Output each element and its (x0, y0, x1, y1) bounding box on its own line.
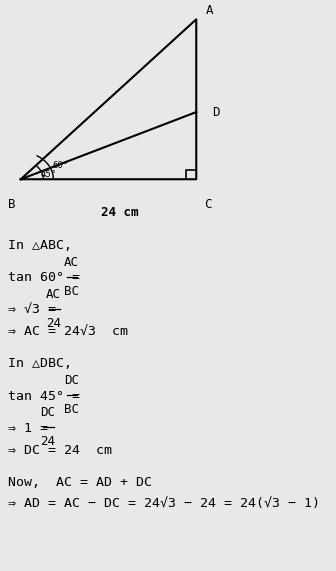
Text: ⇒ √3 =: ⇒ √3 = (8, 304, 64, 316)
Text: D: D (212, 106, 219, 119)
Text: In △DBC,: In △DBC, (8, 357, 72, 371)
Text: DC: DC (40, 406, 55, 419)
Text: 45°: 45° (41, 170, 57, 179)
Text: tan 60° =: tan 60° = (8, 271, 88, 284)
Text: In △ABC,: In △ABC, (8, 239, 72, 252)
Text: 24: 24 (46, 317, 61, 330)
Text: ⇒ 1 =: ⇒ 1 = (8, 421, 56, 435)
Text: 60°: 60° (52, 162, 68, 170)
Text: BC: BC (64, 403, 79, 416)
Text: ⇒ AC = 24√3  cm: ⇒ AC = 24√3 cm (8, 325, 128, 339)
Text: B: B (8, 198, 15, 211)
Text: C: C (204, 198, 211, 211)
Text: 24: 24 (40, 435, 55, 448)
Text: tan 45° =: tan 45° = (8, 389, 88, 403)
Text: A: A (206, 5, 213, 17)
Text: AC: AC (46, 288, 61, 301)
Text: ⇒ AD = AC − DC = 24√3 − 24 = 24(√3 − 1)  cm: ⇒ AD = AC − DC = 24√3 − 24 = 24(√3 − 1) … (8, 497, 336, 510)
Text: AC: AC (64, 256, 79, 269)
Text: BC: BC (64, 285, 79, 298)
Text: Now,  AC = AD + DC: Now, AC = AD + DC (8, 476, 152, 489)
Text: DC: DC (64, 374, 79, 387)
Text: ⇒ DC = 24  cm: ⇒ DC = 24 cm (8, 444, 112, 456)
Text: 24 cm: 24 cm (101, 206, 138, 219)
